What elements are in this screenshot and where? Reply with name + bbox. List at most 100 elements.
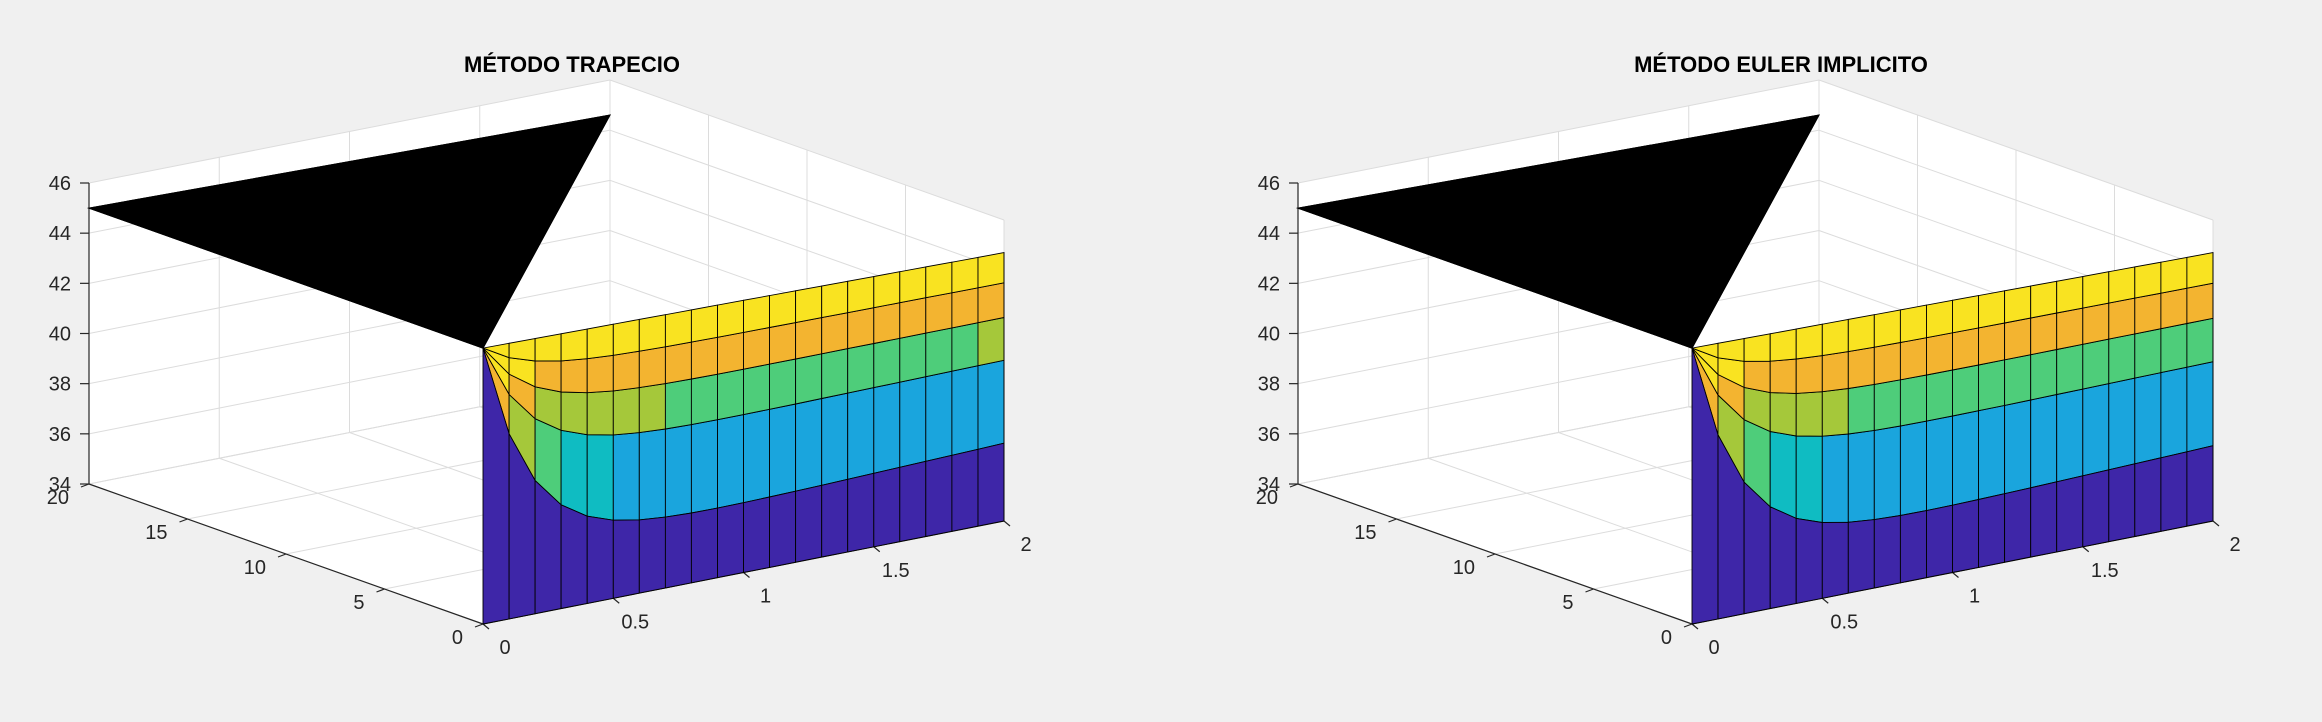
surface-patch	[795, 397, 823, 492]
surface-patch	[664, 378, 692, 430]
z-tick-label: 44	[49, 223, 71, 245]
surface-patch	[899, 266, 927, 304]
surface-patch	[1769, 328, 1797, 362]
surface-patch	[1978, 404, 2006, 501]
surface-patch	[638, 428, 666, 521]
surface-front-wall	[2030, 481, 2058, 558]
surface-front-wall	[743, 496, 770, 574]
surface-patch	[1847, 429, 1875, 523]
surface-patch	[951, 322, 979, 372]
surface-patch	[1873, 425, 1901, 521]
surface-patch	[951, 365, 979, 456]
x-tick-label: 1	[760, 586, 771, 608]
surface-patch	[977, 252, 1005, 289]
y-tick-mark	[1683, 623, 1693, 628]
surface-patch	[1952, 410, 1979, 506]
surface-patch	[638, 346, 666, 389]
x-tick-label: 0	[1708, 637, 1719, 659]
surface-front-wall	[821, 478, 849, 558]
surface-patch	[2186, 282, 2214, 325]
z-tick-label: 38	[1258, 374, 1280, 396]
surface-patch	[769, 290, 797, 329]
surface-patch	[925, 370, 953, 462]
surface-patch	[1978, 359, 2006, 412]
surface-plateau-fill	[87, 114, 611, 349]
surface-front-wall	[2056, 475, 2084, 553]
surface-front-wall	[664, 512, 692, 589]
surface-front-wall	[612, 519, 640, 599]
x-tick-label: 0	[499, 637, 510, 659]
y-tick-mark	[1585, 588, 1594, 593]
surface-patch	[560, 391, 588, 436]
surface-patch	[638, 383, 666, 434]
y-tick-mark	[1486, 553, 1496, 558]
y-tick-label: 10	[1453, 557, 1475, 579]
surface-patch	[1952, 327, 1979, 371]
x-tick-mark	[2082, 546, 2090, 553]
x-tick-label: 2	[1020, 534, 1031, 556]
surface-patch	[2082, 383, 2110, 477]
surface-patch	[586, 323, 614, 360]
surface-patch	[847, 307, 875, 350]
surface-front-wall	[2160, 451, 2188, 532]
surface-patch	[1847, 346, 1875, 390]
surface-patch	[2004, 285, 2032, 324]
surface-patch	[2030, 280, 2058, 319]
surface-patch	[2108, 377, 2136, 471]
surface-front-wall	[899, 460, 927, 543]
surface-patch	[2186, 252, 2214, 289]
surface-patch	[534, 360, 562, 393]
surface-front-wall	[560, 504, 588, 610]
y-tick-mark	[474, 623, 484, 628]
z-tick-label: 34	[49, 474, 71, 496]
surface-patch	[560, 328, 588, 362]
surface-front-wall	[951, 448, 979, 532]
y-tick-mark	[179, 518, 188, 523]
x-tick-mark	[873, 546, 881, 553]
grid-line	[1297, 280, 1820, 385]
surface-front-wall	[2134, 457, 2162, 538]
surface-patch	[2030, 348, 2058, 401]
grid-line	[1818, 129, 2214, 271]
x-tick-label: 2	[2229, 534, 2240, 556]
surface-patch	[821, 312, 849, 355]
grid-line	[1297, 79, 1820, 184]
surface-patch	[1899, 337, 1927, 381]
y-tick-label: 0	[1661, 627, 1672, 649]
surface-plateau-fill	[1296, 114, 1820, 349]
surface-front-wall	[1821, 521, 1849, 599]
y-tick-mark	[1388, 518, 1397, 523]
surface-patch	[690, 419, 718, 514]
surface-patch	[2004, 354, 2032, 406]
surface-patch	[2186, 361, 2214, 453]
y-tick-label: 20	[1256, 487, 1278, 509]
grid-line	[88, 79, 611, 184]
surface-patch	[690, 304, 718, 343]
surface-patch	[977, 359, 1005, 450]
y-tick-label: 10	[244, 557, 266, 579]
surface-patch	[769, 358, 797, 410]
surface-patch	[821, 392, 849, 486]
surface-patch	[821, 280, 849, 319]
surface-patch	[873, 381, 901, 474]
chart-title: MÉTODO TRAPECIO	[464, 52, 680, 77]
surface-patch	[586, 390, 614, 436]
surface-front-wall	[1899, 510, 1927, 584]
surface-patch	[2030, 393, 2058, 489]
surface-patch	[795, 317, 823, 360]
surface-patch	[1899, 420, 1927, 517]
surface-patch	[586, 354, 614, 394]
grid-line	[609, 129, 1005, 271]
surface-front-wall	[1952, 498, 1979, 574]
surface-patch	[1847, 314, 1875, 353]
y-tick-label: 20	[47, 487, 69, 509]
surface-patch	[1847, 383, 1875, 435]
surface-patch	[2134, 292, 2162, 335]
surface-patch	[899, 297, 927, 339]
surface-patch	[612, 350, 640, 392]
surface-patch	[717, 299, 744, 338]
surface-patch	[925, 327, 953, 378]
surface-patch	[1873, 379, 1901, 431]
